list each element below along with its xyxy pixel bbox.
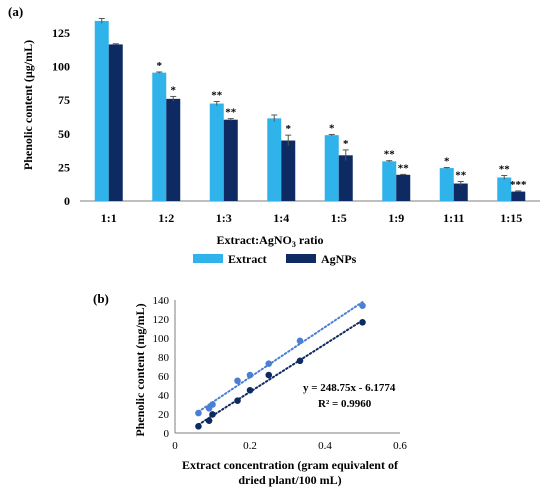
- significance-extract-1:3: **: [211, 90, 223, 102]
- point-extract-6: [296, 337, 304, 345]
- bar-y-tick-100: 100: [52, 60, 70, 74]
- point-extract-5: [265, 360, 273, 367]
- significance-agnps-1:9: **: [398, 162, 410, 174]
- bar-x-tick-1:11: 1:11: [443, 211, 464, 225]
- scatter-y-tick-100: 100: [153, 333, 170, 345]
- scatter-x-tick-labels: 0 0.2 0.4 0.6: [172, 440, 407, 452]
- bar-extract-1:9: [382, 161, 397, 201]
- significance-agnps-1:11: **: [455, 170, 467, 182]
- bar-y-tick-50: 50: [58, 127, 70, 141]
- point-extract-0: [195, 409, 202, 417]
- legend-label-extract: Extract: [228, 252, 267, 266]
- bar-agnps-1:1: [108, 44, 123, 202]
- scatter-trendlines: [197, 301, 364, 426]
- bar-extract-1:15: [497, 177, 512, 201]
- bar-agnps-1:2: [166, 98, 181, 201]
- point-agnps-2: [209, 411, 216, 418]
- scatter-y-tick-60: 60: [158, 371, 170, 383]
- point-agnps-1: [205, 417, 213, 424]
- bar-y-axis-label: Phenolic content (µg/mL): [21, 40, 35, 170]
- bar-chart-panel: (a) Phenolic content (µg/mL) 0 25 50 75 100 1…: [8, 4, 540, 266]
- scatter-axes: [174, 300, 400, 434]
- bar-x-tick-1:3: 1:3: [216, 211, 232, 225]
- significance-extract-1:11: *: [444, 156, 450, 168]
- bar-y-tick-125: 125: [52, 26, 70, 40]
- significance-extract-1:5: *: [329, 122, 335, 134]
- bar-extract-1:1: [94, 20, 109, 202]
- scatter-chart-panel: (b) Phenolic content (mg/mL) 0 20 40 60 80 10…: [93, 291, 407, 487]
- scatter-y-tick-labels: 0 20 40 60 80 100 120 140: [153, 295, 170, 440]
- scatter-x-tick-0.4: 0.4: [318, 440, 332, 452]
- legend-swatch-agnps: [286, 254, 316, 263]
- legend-label-agnps: AgNPs: [321, 252, 357, 266]
- bar-legend: Extract AgNPs: [193, 252, 357, 266]
- point-agnps-4: [246, 386, 254, 394]
- point-agnps-6: [296, 357, 304, 365]
- bar-y-tick-25: 25: [58, 160, 70, 174]
- trendline-equation: y = 248.75x - 6.1774: [303, 382, 396, 394]
- significance-extract-1:2: *: [157, 60, 163, 72]
- bar-x-tick-1:9: 1:9: [388, 211, 404, 225]
- scatter-x-tick-0.2: 0.2: [243, 440, 257, 452]
- bar-marks: ** ***** **************: [94, 17, 527, 202]
- trendline-agnps: [197, 319, 364, 426]
- significance-agnps-1:2: *: [171, 84, 177, 96]
- point-agnps-3: [234, 397, 241, 405]
- bar-x-tick-1:1: 1:1: [101, 211, 117, 225]
- point-extract-7: [359, 302, 366, 310]
- bar-extract-1:2: [152, 72, 167, 201]
- bar-y-tick-labels: 0 25 50 75 100 125: [52, 26, 70, 208]
- significance-agnps-1:5: *: [343, 138, 349, 150]
- bar-x-tick-1:5: 1:5: [331, 211, 347, 225]
- scatter-y-tick-140: 140: [153, 295, 170, 307]
- bar-agnps-1:11: [453, 183, 468, 201]
- scatter-y-tick-0: 0: [164, 428, 170, 440]
- significance-extract-1:15: **: [499, 163, 511, 175]
- bar-x-tick-1:15: 1:15: [500, 211, 522, 225]
- panel-a-label: (a): [8, 4, 23, 19]
- scatter-y-axis-label: Phenolic content (mg/mL): [133, 303, 147, 436]
- significance-extract-1:9: **: [384, 149, 396, 161]
- scatter-y-tick-120: 120: [153, 314, 170, 326]
- scatter-points: [195, 302, 366, 430]
- point-extract-3: [234, 377, 241, 385]
- bar-extract-1:4: [267, 118, 282, 201]
- bar-agnps-1:15: [511, 191, 526, 201]
- significance-agnps-1:3: **: [225, 107, 237, 119]
- significance-agnps-1:4: *: [286, 123, 292, 135]
- bar-agnps-1:4: [281, 140, 296, 201]
- point-extract-2: [209, 401, 216, 408]
- bar-x-tick-1:4: 1:4: [273, 211, 289, 225]
- panel-b-label: (b): [93, 291, 109, 306]
- point-agnps-5: [265, 371, 273, 379]
- point-extract-4: [246, 371, 254, 379]
- scatter-y-tick-20: 20: [158, 409, 170, 421]
- scatter-y-tick-40: 40: [158, 390, 170, 402]
- bar-agnps-1:3: [223, 119, 238, 201]
- scatter-x-axis-label-line1: Extract concentration (gram equivalent o…: [182, 458, 399, 472]
- bar-agnps-1:9: [396, 174, 411, 201]
- bar-extract-1:11: [439, 168, 454, 201]
- bar-y-tick-0: 0: [64, 194, 70, 208]
- significance-agnps-1:15: ***: [510, 179, 527, 191]
- point-agnps-7: [359, 319, 366, 326]
- bar-agnps-1:5: [338, 155, 353, 201]
- r-squared: R² = 0.9960: [318, 398, 372, 410]
- scatter-y-tick-80: 80: [158, 352, 170, 364]
- bar-y-tick-75: 75: [58, 93, 70, 107]
- scatter-x-axis-label-line2: dried plant/100 mL): [238, 473, 341, 487]
- bar-extract-1:3: [209, 103, 224, 201]
- bar-x-tick-labels: 1:1 1:2 1:3 1:4 1:5 1:9 1:11 1:15: [101, 211, 523, 225]
- bar-extract-1:5: [324, 135, 339, 201]
- scatter-x-tick-0: 0: [172, 440, 178, 452]
- point-agnps-0: [195, 423, 202, 430]
- bar-x-axis-label: Extract:AgNO3 ratio: [217, 233, 324, 249]
- scatter-x-tick-0.6: 0.6: [393, 440, 407, 452]
- legend-swatch-extract: [193, 254, 223, 263]
- trendline-extract: [197, 301, 364, 413]
- bar-x-tick-1:2: 1:2: [158, 211, 174, 225]
